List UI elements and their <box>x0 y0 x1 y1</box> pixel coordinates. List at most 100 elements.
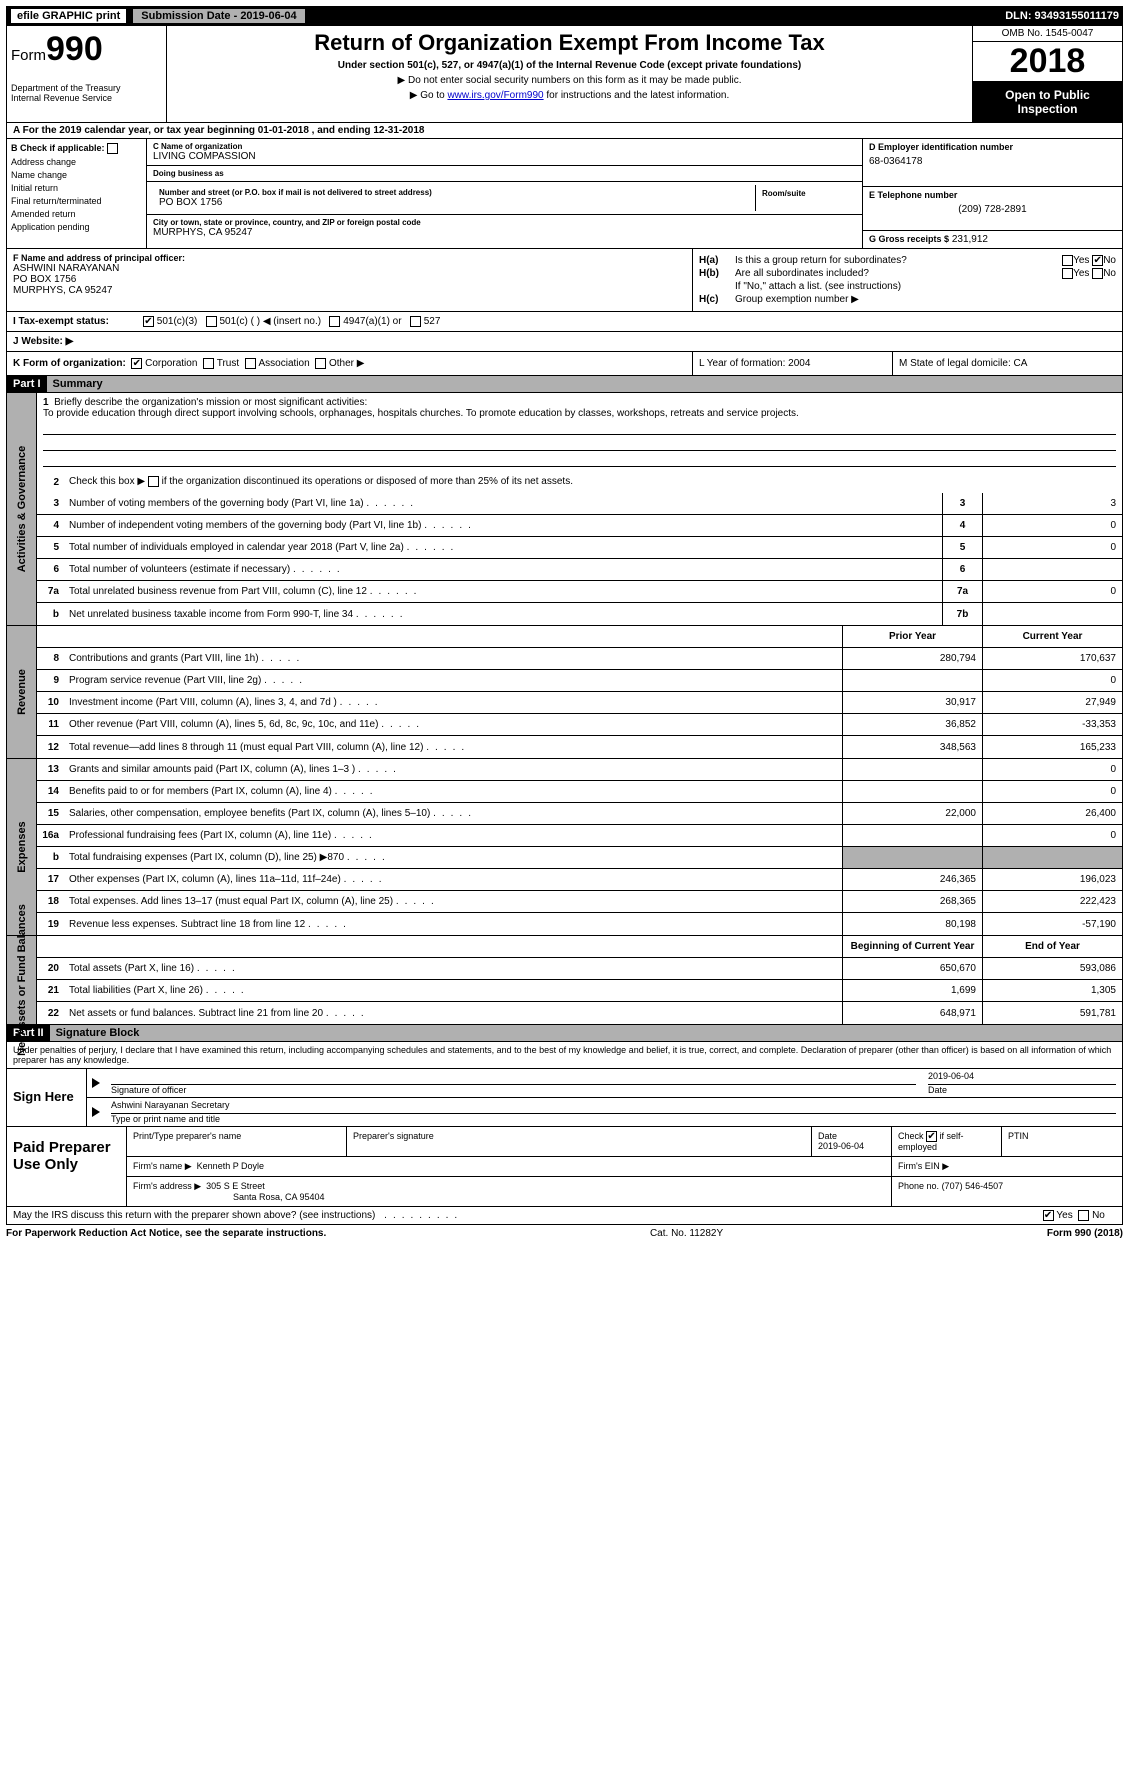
sig-date: 2019-06-04 <box>928 1071 1116 1085</box>
summary-line: 16a Professional fundraising fees (Part … <box>37 825 1122 847</box>
summary-line: 13 Grants and similar amounts paid (Part… <box>37 759 1122 781</box>
name-title-label: Type or print name and title <box>111 1114 1116 1124</box>
sig-date-label: Date <box>928 1085 1116 1095</box>
summary-line: 4 Number of independent voting members o… <box>37 515 1122 537</box>
open-to-public: Open to Public Inspection <box>973 82 1122 122</box>
hb-no-checkbox[interactable] <box>1092 268 1103 279</box>
summary-line: 6 Total number of volunteers (estimate i… <box>37 559 1122 581</box>
paid-preparer-label: Paid Preparer Use Only <box>7 1127 127 1206</box>
row-j-website: J Website: ▶ <box>6 332 1123 352</box>
discuss-no-checkbox[interactable] <box>1078 1210 1089 1221</box>
other-checkbox[interactable] <box>315 358 326 369</box>
city-value: MURPHYS, CA 95247 <box>153 227 856 238</box>
irs-link[interactable]: www.irs.gov/Form990 <box>447 90 543 101</box>
state-domicile: M State of legal domicile: CA <box>892 352 1122 375</box>
section-b-header: B Check if applicable: <box>11 143 142 154</box>
addr-value: PO BOX 1756 <box>159 197 749 208</box>
org-name-label: C Name of organization <box>153 142 856 151</box>
instruction-1: ▶ Do not enter social security numbers o… <box>171 75 968 86</box>
summary-line: 15 Salaries, other compensation, employe… <box>37 803 1122 825</box>
officer-addr1: PO BOX 1756 <box>13 274 686 285</box>
trust-checkbox[interactable] <box>203 358 214 369</box>
501c-checkbox[interactable] <box>206 316 217 327</box>
assoc-checkbox[interactable] <box>245 358 256 369</box>
firm-name: Kenneth P Doyle <box>197 1161 264 1171</box>
firm-addr2: Santa Rosa, CA 95404 <box>233 1192 325 1202</box>
527-checkbox[interactable] <box>410 316 421 327</box>
ha-yes-checkbox[interactable] <box>1062 255 1073 266</box>
ein-value: 68-0364178 <box>869 156 1116 167</box>
section-h: H(a) Is this a group return for subordin… <box>692 249 1122 311</box>
form-title: Return of Organization Exempt From Incom… <box>171 30 968 56</box>
dln: DLN: 93493155011179 <box>1005 10 1119 22</box>
mission-text: To provide education through direct supp… <box>43 408 1116 419</box>
section-de: D Employer identification number 68-0364… <box>862 139 1122 248</box>
paid-preparer-block: Paid Preparer Use Only Print/Type prepar… <box>6 1127 1123 1207</box>
form-number: 990 <box>46 30 103 68</box>
dba-label: Doing business as <box>153 169 856 178</box>
summary-line: 20 Total assets (Part X, line 16) ..... … <box>37 958 1122 980</box>
print-name-label: Print/Type preparer's name <box>127 1127 347 1156</box>
gross-value: 231,912 <box>952 234 988 245</box>
submission-date: Submission Date - 2019-06-04 <box>133 9 304 23</box>
hb-label: H(b) <box>699 268 735 279</box>
expenses-section: Expenses 13 Grants and similar amounts p… <box>6 759 1123 936</box>
summary-line: 22 Net assets or fund balances. Subtract… <box>37 1002 1122 1024</box>
hdr-end: End of Year <box>982 936 1122 957</box>
side-net-assets: Net Assets or Fund Balances <box>16 904 28 1056</box>
omb-number: OMB No. 1545-0047 <box>973 26 1122 42</box>
501c3-checkbox[interactable] <box>143 316 154 327</box>
activities-governance-section: Activities & Governance 1 Briefly descri… <box>6 393 1123 626</box>
summary-line: 17 Other expenses (Part IX, column (A), … <box>37 869 1122 891</box>
summary-line: 7a Total unrelated business revenue from… <box>37 581 1122 603</box>
summary-line: 8 Contributions and grants (Part VIII, l… <box>37 648 1122 670</box>
hc-label: H(c) <box>699 294 735 305</box>
discontinued-checkbox[interactable] <box>148 476 159 487</box>
check-amended-return: Amended return <box>11 209 142 219</box>
row-a-period: A For the 2019 calendar year, or tax yea… <box>6 123 1123 139</box>
arrow-icon <box>92 1078 100 1088</box>
section-c: C Name of organization LIVING COMPASSION… <box>147 139 862 248</box>
summary-line: 19 Revenue less expenses. Subtract line … <box>37 913 1122 935</box>
hb-note: If "No," attach a list. (see instruction… <box>735 281 901 292</box>
arrow-icon <box>92 1107 100 1117</box>
section-b: B Check if applicable: Address change Na… <box>7 139 147 248</box>
firm-ein-label: Firm's EIN ▶ <box>892 1157 1122 1176</box>
hdr-current-year: Current Year <box>982 626 1122 647</box>
self-employed-checkbox[interactable] <box>926 1131 937 1142</box>
firm-addr1: 305 S E Street <box>206 1181 265 1191</box>
hb-yes-checkbox[interactable] <box>1062 268 1073 279</box>
check-name-change: Name change <box>11 170 142 180</box>
tel-value: (209) 728-2891 <box>869 204 1116 215</box>
summary-line: 5 Total number of individuals employed i… <box>37 537 1122 559</box>
summary-line: b Net unrelated business taxable income … <box>37 603 1122 625</box>
officer-name: ASHWINI NARAYANAN <box>13 263 686 274</box>
summary-line: 3 Number of voting members of the govern… <box>37 493 1122 515</box>
officer-addr2: MURPHYS, CA 95247 <box>13 285 686 296</box>
ptin-label: PTIN <box>1002 1127 1122 1156</box>
form-subtitle: Under section 501(c), 527, or 4947(a)(1)… <box>171 60 968 71</box>
section-f: F Name and address of principal officer:… <box>7 249 692 311</box>
officer-name-typed: Ashwini Narayanan Secretary <box>111 1100 1116 1114</box>
firm-phone: (707) 546-4507 <box>942 1181 1004 1191</box>
ha-text: Is this a group return for subordinates? <box>735 255 1062 266</box>
ha-no-checkbox[interactable] <box>1092 255 1103 266</box>
department: Department of the Treasury Internal Reve… <box>11 83 162 103</box>
discuss-yes-checkbox[interactable] <box>1043 1210 1054 1221</box>
form-header: Form990 Department of the Treasury Inter… <box>6 26 1123 123</box>
corp-checkbox[interactable] <box>131 358 142 369</box>
side-expenses: Expenses <box>16 821 28 872</box>
hc-text: Group exemption number ▶ <box>735 294 859 305</box>
summary-line: 21 Total liabilities (Part X, line 26) .… <box>37 980 1122 1002</box>
summary-line: 18 Total expenses. Add lines 13–17 (must… <box>37 891 1122 913</box>
footer-paperwork: For Paperwork Reduction Act Notice, see … <box>6 1225 1123 1242</box>
officer-label: F Name and address of principal officer: <box>13 253 686 263</box>
discuss-row: May the IRS discuss this return with the… <box>6 1207 1123 1225</box>
form-prefix: Form <box>11 47 46 64</box>
4947-checkbox[interactable] <box>329 316 340 327</box>
signature-block: Under penalties of perjury, I declare th… <box>6 1042 1123 1127</box>
tax-year: 2018 <box>973 42 1122 82</box>
summary-line: b Total fundraising expenses (Part IX, c… <box>37 847 1122 869</box>
penalties-text: Under penalties of perjury, I declare th… <box>7 1042 1122 1069</box>
summary-line: 10 Investment income (Part VIII, column … <box>37 692 1122 714</box>
